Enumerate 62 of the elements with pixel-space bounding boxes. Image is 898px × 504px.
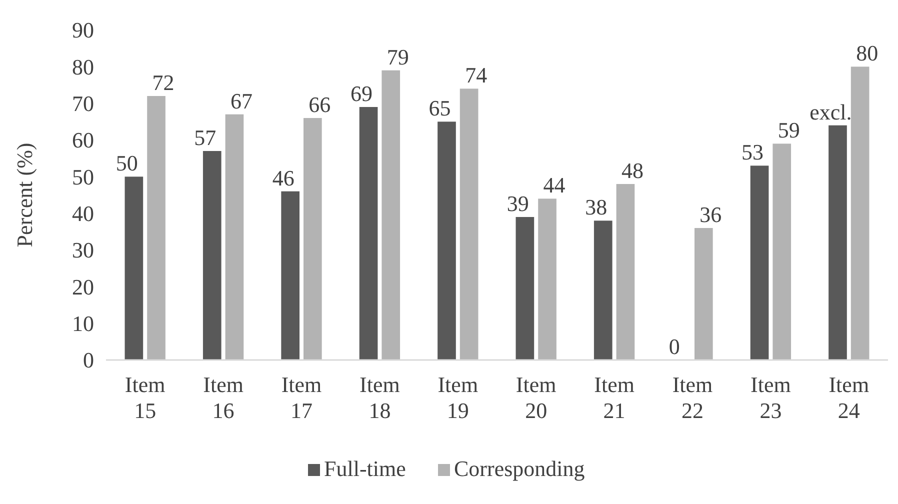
y-tick-label: 20 — [72, 274, 94, 300]
x-tick-label: Item 18 — [360, 372, 400, 423]
y-tick-label: 40 — [72, 201, 94, 226]
data-label: 36 — [700, 202, 722, 227]
bar — [460, 88, 478, 360]
y-tick-label: 70 — [72, 91, 94, 116]
bar — [124, 176, 144, 360]
bar — [828, 125, 847, 360]
data-label: 57 — [194, 125, 216, 150]
x-tick-label: Item 21 — [594, 372, 634, 423]
x-tick-label: Item 22 — [672, 372, 713, 423]
y-tick-label: 50 — [72, 164, 94, 190]
bar — [616, 184, 635, 360]
bar — [147, 96, 166, 360]
data-label: 67 — [230, 88, 252, 114]
bar — [359, 107, 378, 360]
bar — [594, 220, 612, 360]
bar — [694, 228, 713, 360]
data-label: 0 — [668, 334, 680, 359]
data-label: 65 — [428, 96, 451, 121]
y-tick-label: 0 — [83, 348, 94, 373]
y-tick-label: 90 — [72, 18, 94, 43]
data-label: 72 — [152, 70, 174, 95]
bar — [281, 191, 300, 360]
data-label: 50 — [116, 150, 138, 176]
data-label: 74 — [465, 62, 488, 88]
data-label: 69 — [350, 81, 373, 106]
x-tick-label: Item 24 — [828, 372, 870, 423]
legend-label: Full-time — [324, 456, 406, 481]
bar — [850, 66, 870, 360]
data-label: 39 — [506, 191, 529, 216]
y-tick-label: 30 — [72, 238, 94, 263]
legend-label: Corresponding — [454, 456, 585, 481]
x-tick-label: Item 23 — [750, 372, 791, 423]
bar — [225, 114, 244, 360]
y-tick-label: 60 — [72, 128, 94, 153]
data-label: 46 — [272, 165, 294, 190]
data-label: excl. — [810, 99, 852, 124]
data-label: 80 — [856, 40, 878, 66]
y-axis-title: Percent (%) — [12, 142, 37, 248]
bar — [438, 122, 456, 360]
bar — [750, 166, 769, 360]
x-tick-label: Item 15 — [124, 372, 166, 423]
data-label: 44 — [543, 172, 566, 198]
data-label: 59 — [778, 118, 800, 143]
data-label: 48 — [621, 158, 644, 183]
data-label: 38 — [585, 194, 608, 220]
bar — [382, 70, 400, 360]
data-label: 66 — [308, 92, 331, 117]
bar — [538, 198, 556, 360]
x-tick-label: Item 17 — [281, 372, 322, 423]
y-tick-label: 80 — [72, 54, 94, 80]
y-tick-label: 10 — [72, 311, 94, 336]
data-label: 79 — [386, 44, 409, 70]
bar — [304, 118, 322, 360]
bar — [772, 144, 792, 360]
bar — [202, 151, 222, 360]
x-tick-label: Item 20 — [516, 372, 556, 423]
bar — [516, 217, 534, 360]
data-label: 53 — [742, 140, 764, 165]
x-tick-label: Item 16 — [203, 372, 244, 423]
x-tick-label: Item 19 — [438, 372, 478, 423]
